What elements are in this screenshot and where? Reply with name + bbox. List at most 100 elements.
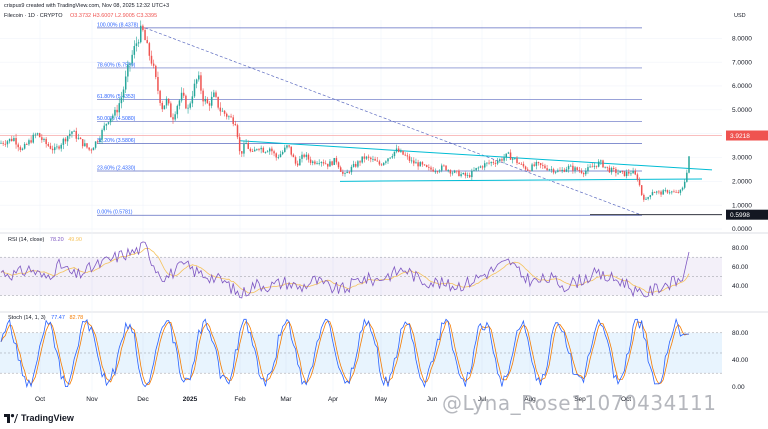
candle-body [656,191,658,193]
candle-body [155,65,157,78]
candle-body [327,163,329,167]
candle-body [434,171,437,173]
candle-body [241,151,243,154]
candle-body [645,198,647,200]
candle-body [219,107,222,112]
rsi-title: RSI (14, close) 78.20 49.90 [8,237,82,243]
candle-body [391,156,394,158]
candle-body [503,157,505,161]
candle-body [365,156,368,159]
candle-body [683,181,686,188]
candle-body [116,109,118,113]
rsi-ma-line [0,247,690,294]
x-tick-label: Sep [574,396,586,403]
candle-body [481,166,484,168]
stoch-label: Stoch (14, 1, 3) [8,315,46,321]
y-tick-label: 3.0000 [732,155,752,162]
candle-body [320,162,323,164]
x-tick-label: Jun [427,396,438,403]
candle-body [393,151,396,157]
candle-body [204,98,206,102]
candle-body [142,25,144,31]
low-price-tag [726,209,768,220]
candle-body [647,197,649,199]
candle-body [243,144,245,154]
candle-body [43,138,45,141]
candle-body [60,144,62,149]
currency-label: USD [734,13,746,19]
candle-body [331,161,333,165]
candle-body [389,157,391,159]
candle-body [651,192,654,196]
candle-body [494,163,497,164]
candle-body [441,165,443,171]
candle-body [413,160,415,164]
x-tick-label: Apr [328,396,339,403]
candle-body [417,162,419,167]
candle-body [606,166,609,168]
x-tick-label: Jul [478,396,487,403]
candle-body [423,164,426,166]
candle-body [103,125,105,131]
candle-body [593,165,596,167]
candle-body [56,146,58,148]
candle-body [625,171,628,177]
candle-body [363,156,366,159]
candle-body [595,165,598,167]
candle-body [507,152,510,154]
candle-body [88,147,90,150]
logo-text: TradingView [21,413,74,423]
candle-body [570,165,572,167]
candle-body [514,158,516,160]
candle-body [518,162,520,164]
x-tick-label: Feb [234,396,246,403]
candle-body [234,123,237,126]
candlestick-series [0,20,690,202]
candle-body [256,149,258,150]
candle-body [404,154,406,156]
candle-body [370,157,372,160]
candle-body [54,147,56,151]
candle-body [671,191,673,193]
candle-body [496,161,499,164]
candle-body [582,172,585,175]
candle-body [75,130,77,139]
candle-body [613,167,615,169]
candle-body [686,172,688,182]
candle-body [71,131,73,134]
rsi-label: RSI (14, close) [8,237,45,243]
candle-body [589,166,591,168]
tradingview-logo: TradingView [4,413,74,424]
candle-body [658,191,660,193]
candle-body [21,148,24,150]
candle-body [58,146,60,149]
candle-body [193,83,196,97]
candle-body [66,136,69,142]
candle-body [191,96,194,104]
stoch-tick-label: 0.00 [732,384,745,391]
candle-body [124,76,127,90]
candle-body [73,130,75,132]
candle-body [585,170,587,175]
candle-body [597,161,600,167]
candle-body [290,146,292,155]
rsi-tick-label: 60.00 [732,264,749,271]
candle-body [185,95,187,109]
x-tick-label: Mar [280,396,292,403]
candle-body [107,122,110,124]
candle-body [213,92,215,97]
candle-body [161,102,163,110]
candle-body [537,162,540,164]
candle-body [591,166,593,168]
candle-body [471,170,473,178]
candle-body [286,145,288,148]
candle-body [247,142,249,149]
candle-body [230,116,232,118]
candle-body [535,162,538,166]
candle-body [410,160,413,162]
candle-body [109,118,112,123]
candle-body [361,156,363,163]
candle-body [342,171,344,174]
candle-body [114,109,116,116]
